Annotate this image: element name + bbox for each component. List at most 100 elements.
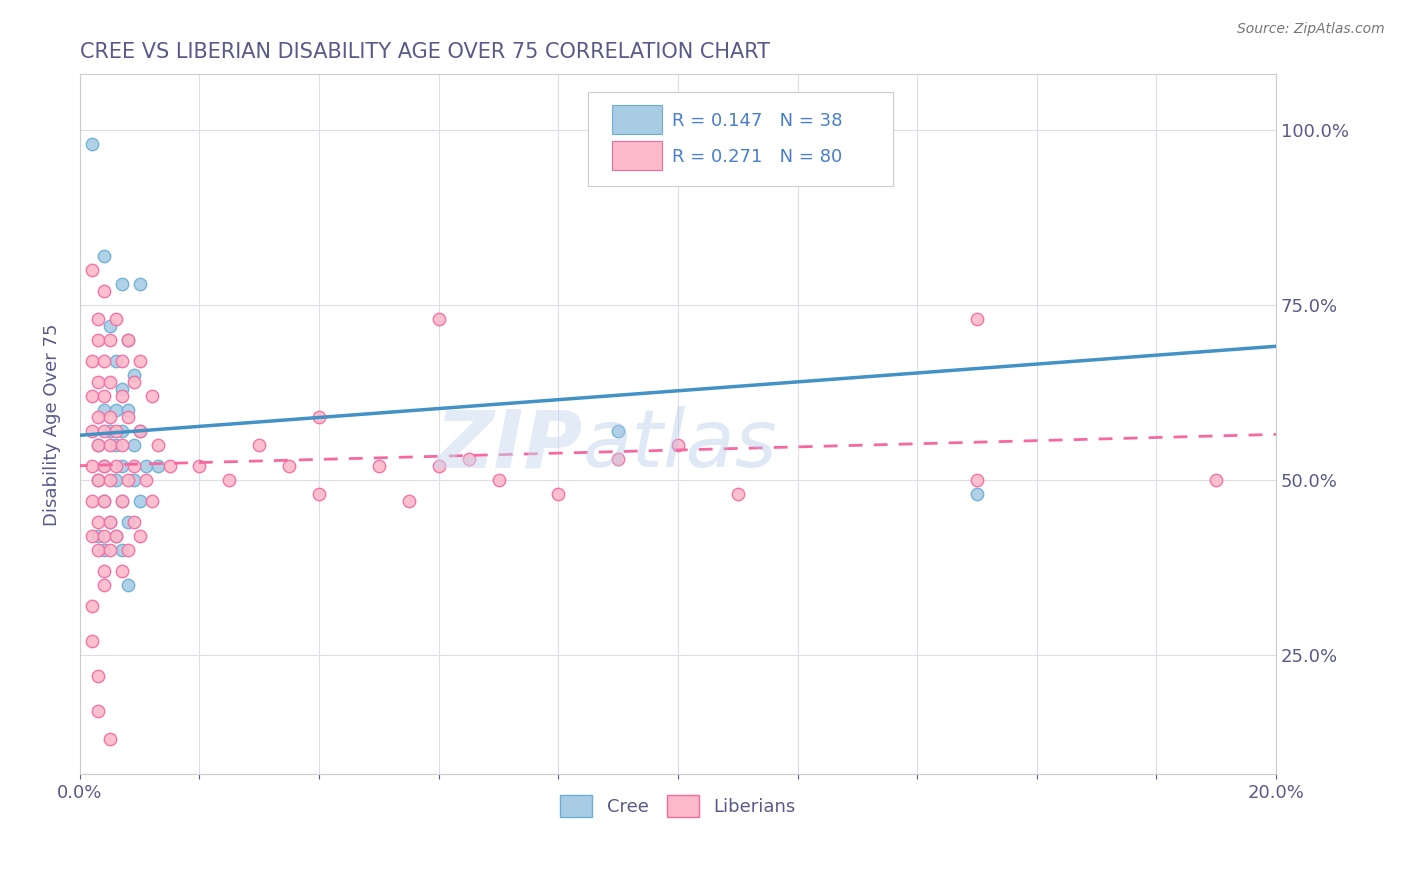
- Text: CREE VS LIBERIAN DISABILITY AGE OVER 75 CORRELATION CHART: CREE VS LIBERIAN DISABILITY AGE OVER 75 …: [80, 42, 770, 62]
- Legend: Cree, Liberians: Cree, Liberians: [553, 789, 803, 824]
- Point: [117, 578, 139, 592]
- Point: [87, 669, 110, 683]
- Point: [135, 473, 157, 487]
- Point: [98, 424, 121, 438]
- Point: [104, 312, 127, 326]
- Point: [128, 277, 150, 292]
- Point: [117, 473, 139, 487]
- Text: ZIP: ZIP: [434, 406, 582, 484]
- Point: [87, 438, 110, 452]
- Point: [98, 438, 121, 452]
- Point: [80, 634, 103, 648]
- Point: [87, 438, 110, 452]
- Point: [87, 473, 110, 487]
- Point: [122, 368, 145, 383]
- Point: [104, 473, 127, 487]
- Point: [111, 354, 134, 368]
- Point: [128, 354, 150, 368]
- Point: [111, 494, 134, 508]
- Point: [117, 515, 139, 529]
- Point: [427, 459, 450, 474]
- Point: [427, 312, 450, 326]
- Point: [117, 334, 139, 348]
- Point: [966, 487, 988, 501]
- Point: [128, 529, 150, 543]
- Point: [87, 473, 110, 487]
- Point: [98, 334, 121, 348]
- Point: [80, 137, 103, 152]
- Point: [93, 564, 115, 578]
- Point: [93, 543, 115, 558]
- Point: [111, 277, 134, 292]
- Point: [80, 389, 103, 403]
- Point: [80, 354, 103, 368]
- Point: [111, 424, 134, 438]
- Point: [111, 389, 134, 403]
- Point: [111, 564, 134, 578]
- Point: [93, 494, 115, 508]
- Point: [111, 543, 134, 558]
- Point: [547, 487, 569, 501]
- Point: [607, 452, 630, 467]
- Point: [128, 424, 150, 438]
- Point: [93, 529, 115, 543]
- Point: [93, 354, 115, 368]
- Point: [98, 515, 121, 529]
- Point: [218, 473, 240, 487]
- Point: [1205, 473, 1227, 487]
- Point: [104, 438, 127, 452]
- Point: [727, 487, 749, 501]
- Point: [93, 389, 115, 403]
- Point: [135, 459, 157, 474]
- Point: [666, 438, 689, 452]
- Point: [122, 459, 145, 474]
- Point: [80, 494, 103, 508]
- Point: [104, 529, 127, 543]
- Text: Source: ZipAtlas.com: Source: ZipAtlas.com: [1237, 22, 1385, 37]
- FancyBboxPatch shape: [612, 141, 662, 170]
- Point: [117, 543, 139, 558]
- Point: [122, 473, 145, 487]
- Point: [93, 285, 115, 299]
- Point: [308, 487, 330, 501]
- Point: [87, 312, 110, 326]
- Point: [141, 389, 163, 403]
- Point: [146, 459, 169, 474]
- Point: [80, 529, 103, 543]
- FancyBboxPatch shape: [612, 104, 662, 134]
- Point: [308, 410, 330, 425]
- Point: [87, 704, 110, 718]
- FancyBboxPatch shape: [588, 92, 893, 186]
- Point: [80, 459, 103, 474]
- Point: [607, 123, 630, 137]
- Point: [80, 424, 103, 438]
- Point: [111, 494, 134, 508]
- Text: R = 0.271   N = 80: R = 0.271 N = 80: [672, 148, 842, 166]
- Point: [188, 459, 211, 474]
- Point: [87, 410, 110, 425]
- Point: [104, 354, 127, 368]
- Point: [141, 494, 163, 508]
- Point: [98, 515, 121, 529]
- Point: [80, 599, 103, 614]
- Point: [87, 543, 110, 558]
- Point: [111, 438, 134, 452]
- Point: [122, 376, 145, 390]
- Point: [159, 459, 181, 474]
- Point: [98, 543, 121, 558]
- Point: [98, 410, 121, 425]
- Point: [93, 249, 115, 263]
- Point: [87, 334, 110, 348]
- Text: R = 0.147   N = 38: R = 0.147 N = 38: [672, 112, 842, 129]
- Point: [111, 382, 134, 396]
- Text: atlas: atlas: [582, 406, 778, 484]
- Point: [128, 424, 150, 438]
- Point: [488, 473, 510, 487]
- Point: [128, 494, 150, 508]
- Point: [93, 459, 115, 474]
- Point: [98, 376, 121, 390]
- Point: [247, 438, 270, 452]
- Point: [87, 515, 110, 529]
- Point: [80, 263, 103, 277]
- Point: [966, 312, 988, 326]
